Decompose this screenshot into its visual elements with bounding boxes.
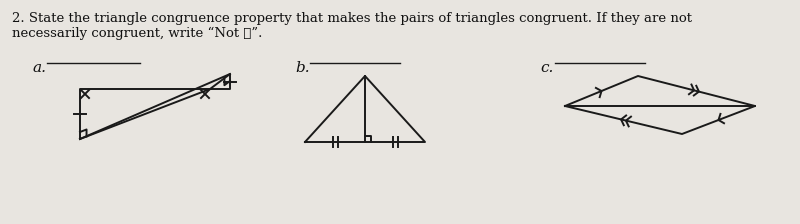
Text: c.: c. <box>540 61 554 75</box>
Text: 2. State the triangle congruence property that makes the pairs of triangles cong: 2. State the triangle congruence propert… <box>12 12 692 40</box>
Text: a.: a. <box>32 61 46 75</box>
Text: b.: b. <box>295 61 310 75</box>
